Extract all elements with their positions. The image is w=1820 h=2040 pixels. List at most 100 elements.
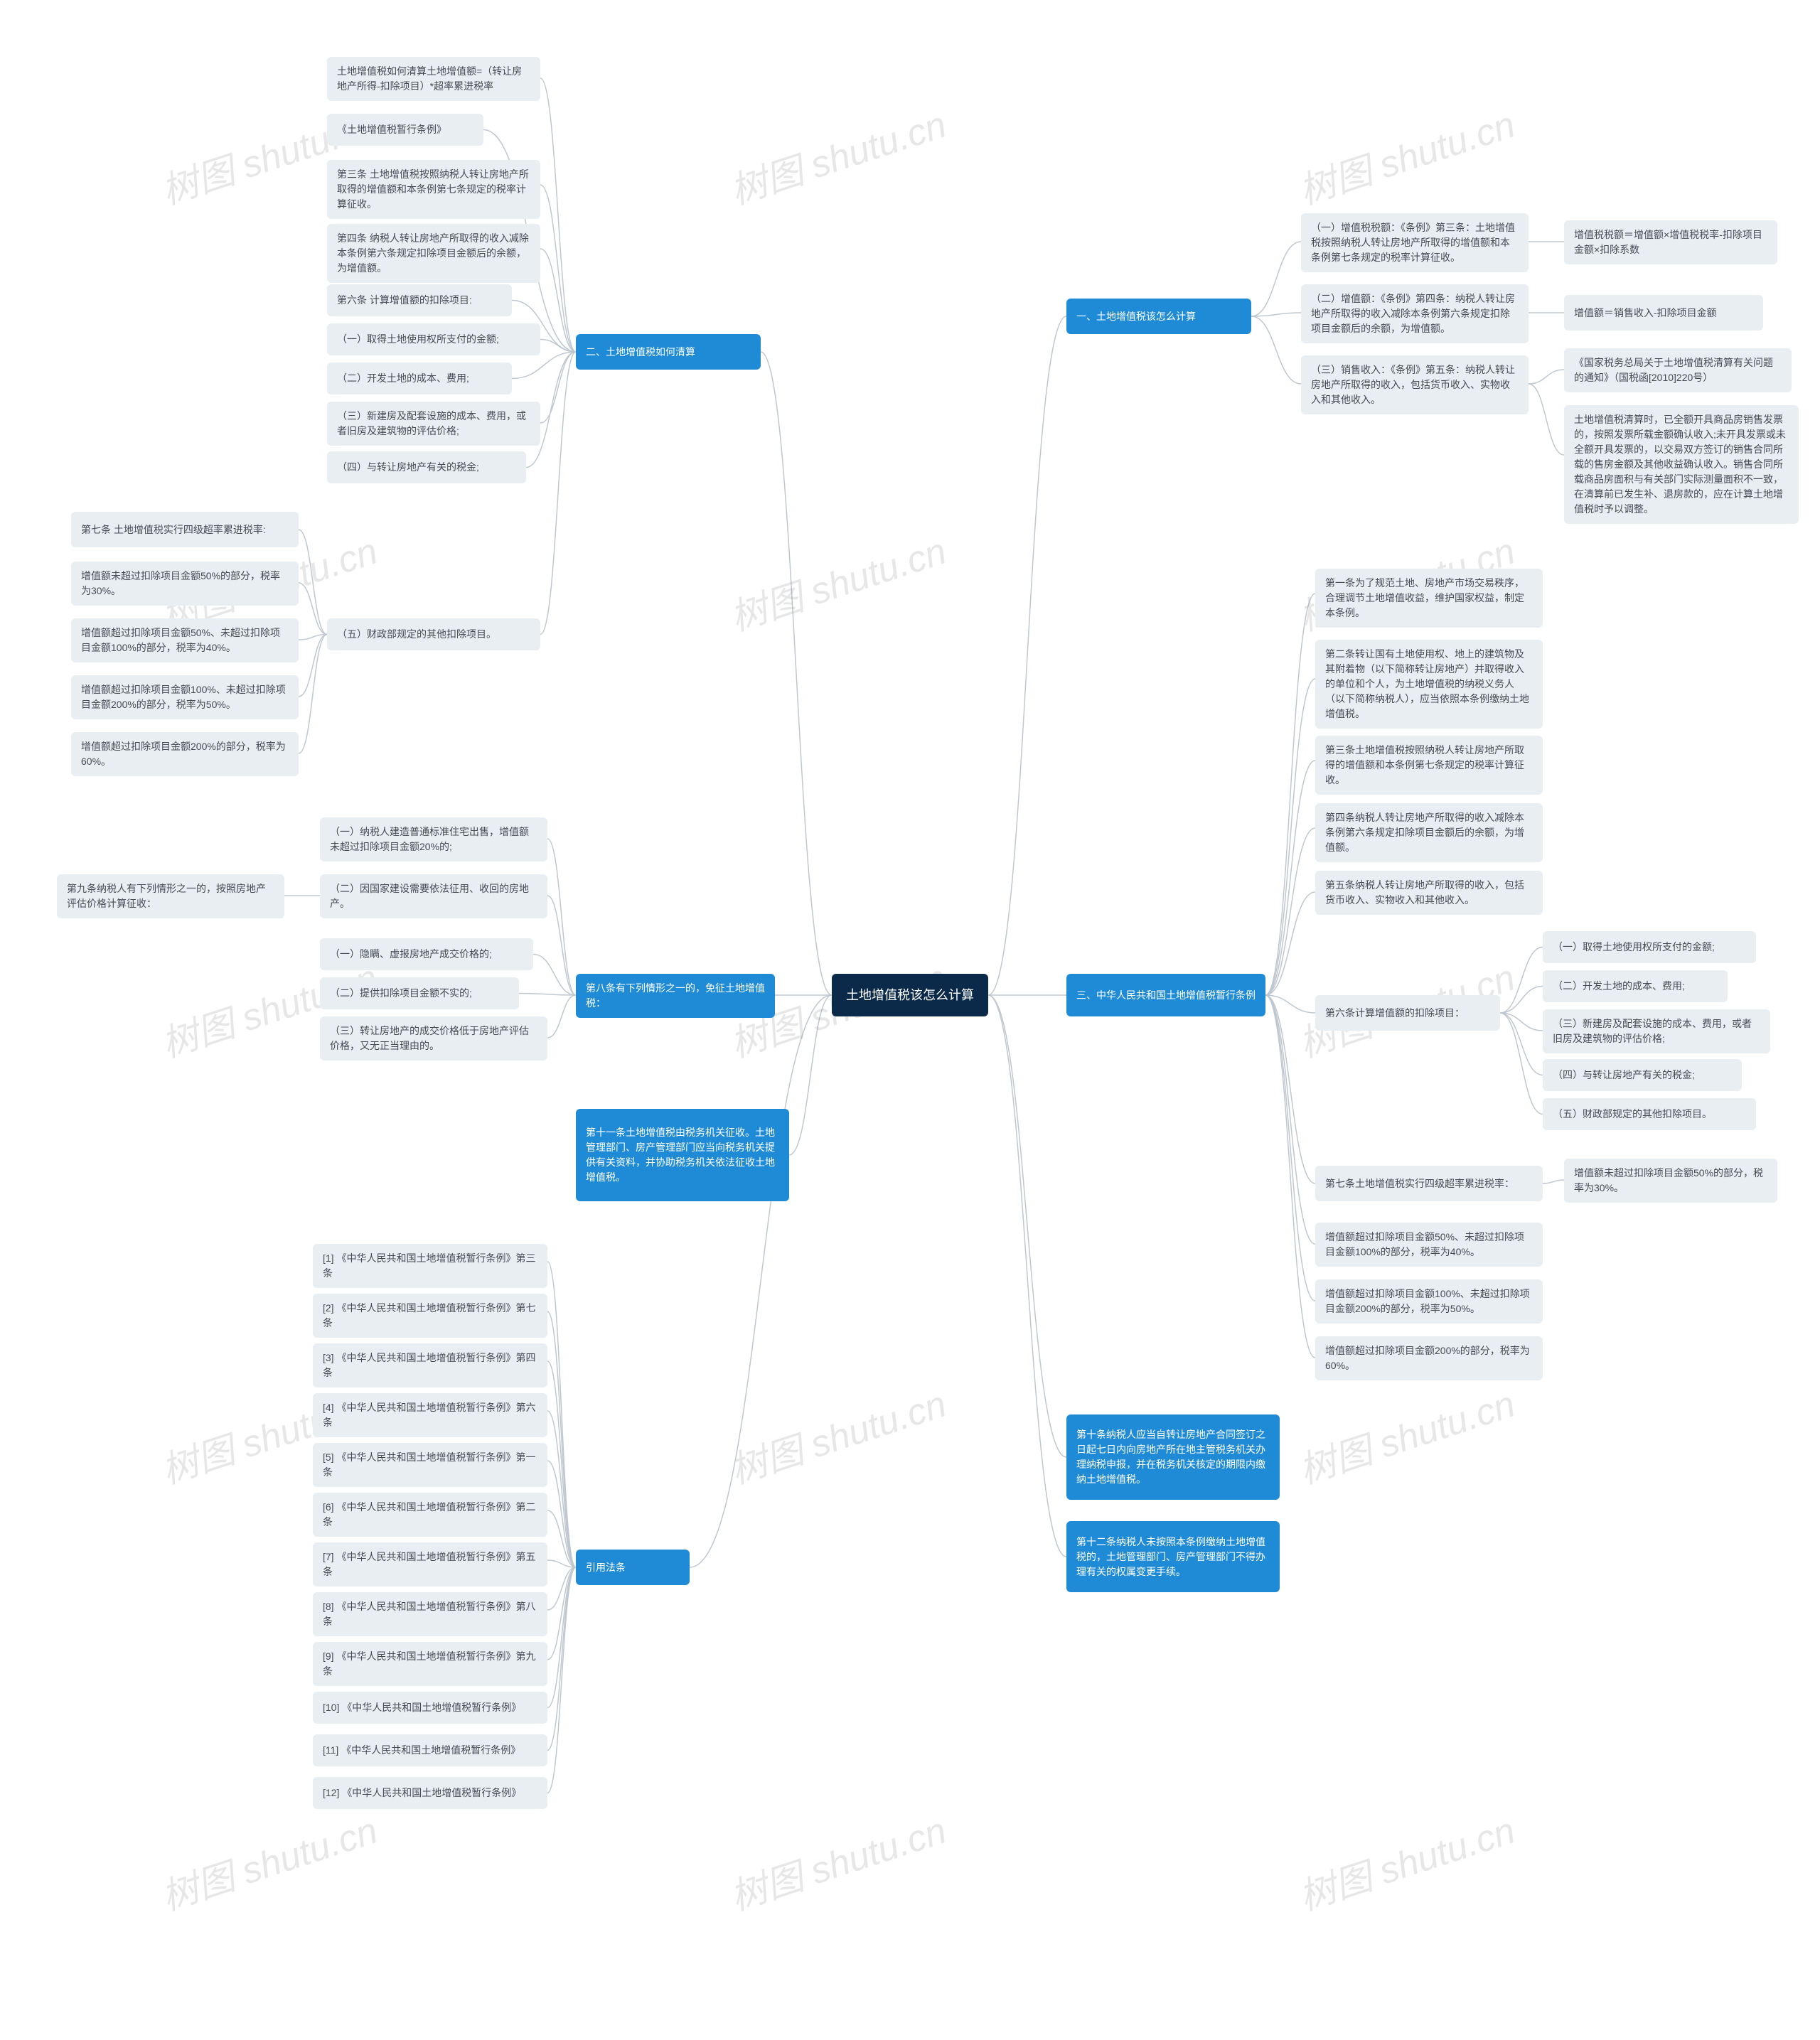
mindmap-node[interactable]: （二）提供扣除项目金额不实的; bbox=[320, 977, 519, 1009]
node-label: （三）转让房地产的成交价格低于房地产评估价格，又无正当理由的。 bbox=[330, 1024, 537, 1053]
mindmap-node[interactable]: [1] 《中华人民共和国土地增值税暂行条例》第三条 bbox=[313, 1244, 547, 1288]
mindmap-node[interactable]: （三）新建房及配套设施的成本、费用，或者旧房及建筑物的评估价格; bbox=[1543, 1009, 1770, 1053]
mindmap-node[interactable]: [11] 《中华人民共和国土地增值税暂行条例》 bbox=[313, 1734, 547, 1766]
node-label: 第十条纳税人应当自转让房地产合同签订之日起七日内向房地产所在地主管税务机关办理纳… bbox=[1076, 1427, 1270, 1487]
mindmap-node[interactable]: 增值额超过扣除项目金额100%、未超过扣除项目金额200%的部分，税率为50%。 bbox=[1315, 1279, 1543, 1324]
mindmap-node[interactable]: 第二条转让国有土地使用权、地上的建筑物及其附着物（以下简称转让房地产）并取得收入… bbox=[1315, 640, 1543, 729]
mindmap-node[interactable]: （二）开发土地的成本、费用; bbox=[327, 363, 512, 394]
mindmap-edge bbox=[540, 340, 576, 353]
node-label: 第七条土地增值税实行四级超率累进税率： bbox=[1325, 1176, 1514, 1191]
mindmap-node[interactable]: （一）取得土地使用权所支付的金额; bbox=[1543, 931, 1756, 963]
mindmap-node[interactable]: 增值额超过扣除项目金额200%的部分，税率为60%。 bbox=[71, 732, 299, 776]
mindmap-node[interactable]: 土地增值税如何清算土地增值额=（转让房地产所得-扣除项目）*超率累进税率 bbox=[327, 57, 540, 101]
mindmap-root-node[interactable]: 土地增值税该怎么计算 bbox=[832, 974, 988, 1016]
mindmap-node[interactable]: 增值额超过扣除项目金额100%、未超过扣除项目金额200%的部分，税率为50%。 bbox=[71, 675, 299, 719]
mindmap-node[interactable]: （二）增值额：《条例》第四条：纳税人转让房地产所取得的收入减除本条例第六条规定扣… bbox=[1301, 284, 1529, 343]
mindmap-node[interactable]: 第三条 土地增值税按照纳税人转让房地产所取得的增值额和本条例第七条规定的税率计算… bbox=[327, 160, 540, 219]
mindmap-node[interactable]: 第三条土地增值税按照纳税人转让房地产所取得的增值额和本条例第七条规定的税率计算征… bbox=[1315, 736, 1543, 795]
mindmap-edge bbox=[547, 896, 576, 995]
node-label: 增值额超过扣除项目金额200%的部分，税率为60%。 bbox=[81, 739, 289, 769]
mindmap-node[interactable]: （三）新建房及配套设施的成本、费用，或者旧房及建筑物的评估价格; bbox=[327, 402, 540, 446]
mindmap-node[interactable]: 第六条计算增值额的扣除项目： bbox=[1315, 995, 1500, 1031]
mindmap-node[interactable]: [10] 《中华人民共和国土地增值税暂行条例》 bbox=[313, 1692, 547, 1724]
mindmap-node[interactable]: 《土地增值税暂行条例》 bbox=[327, 114, 483, 146]
watermark: 树图 shutu.cn bbox=[722, 1374, 952, 1494]
mindmap-node[interactable]: 第一条为了规范土地、房地产市场交易秩序，合理调节土地增值收益，维护国家权益，制定… bbox=[1315, 569, 1543, 628]
mindmap-node[interactable]: [9] 《中华人民共和国土地增值税暂行条例》第九条 bbox=[313, 1642, 547, 1686]
mindmap-node[interactable]: （一）取得土地使用权所支付的金额; bbox=[327, 323, 540, 355]
mindmap-node[interactable]: [2] 《中华人民共和国土地增值税暂行条例》第七条 bbox=[313, 1294, 547, 1338]
mindmap-node[interactable]: 第六条 计算增值额的扣除项目: bbox=[327, 284, 512, 316]
mindmap-edge bbox=[540, 249, 576, 352]
watermark: 树图 shutu.cn bbox=[722, 95, 952, 215]
mindmap-edge bbox=[547, 1567, 576, 1708]
node-label: 第一条为了规范土地、房地产市场交易秩序，合理调节土地增值收益，维护国家权益，制定… bbox=[1325, 576, 1533, 621]
mindmap-node[interactable]: 第七条土地增值税实行四级超率累进税率： bbox=[1315, 1166, 1543, 1201]
mindmap-node[interactable]: 增值税税额＝增值额×增值税税率-扣除项目金额×扣除系数 bbox=[1564, 220, 1777, 264]
node-label: [11] 《中华人民共和国土地增值税暂行条例》 bbox=[323, 1743, 520, 1758]
mindmap-node[interactable]: [6] 《中华人民共和国土地增值税暂行条例》第二条 bbox=[313, 1493, 547, 1537]
mindmap-node[interactable]: 增值额超过扣除项目金额50%、未超过扣除项目金额100%的部分，税率为40%。 bbox=[71, 618, 299, 662]
mindmap-node[interactable]: 《国家税务总局关于土地增值税清算有关问题的通知》（国税函[2010]220号） bbox=[1564, 348, 1792, 392]
mindmap-node[interactable]: 第八条有下列情形之一的，免征土地增值税： bbox=[576, 974, 775, 1018]
mindmap-node[interactable]: 增值额未超过扣除项目金额50%的部分，税率为30%。 bbox=[1564, 1159, 1777, 1203]
node-label: 增值税税额＝增值额×增值税税率-扣除项目金额×扣除系数 bbox=[1574, 227, 1767, 257]
mindmap-node[interactable]: （四）与转让房地产有关的税金; bbox=[1543, 1059, 1742, 1091]
mindmap-edge bbox=[1265, 679, 1315, 995]
mindmap-node[interactable]: [3] 《中华人民共和国土地增值税暂行条例》第四条 bbox=[313, 1343, 547, 1387]
mindmap-edge bbox=[1543, 1180, 1564, 1183]
mindmap-node[interactable]: 二、土地增值税如何清算 bbox=[576, 334, 761, 370]
mindmap-node[interactable]: （三）销售收入：《条例》第五条：纳税人转让房地产所取得的收入，包括货币收入、实物… bbox=[1301, 355, 1529, 414]
node-label: （五）财政部规定的其他扣除项目。 bbox=[337, 627, 496, 642]
node-label: 第十一条土地增值税由税务机关征收。土地管理部门、房产管理部门应当向税务机关提供有… bbox=[586, 1125, 779, 1185]
mindmap-node[interactable]: [4] 《中华人民共和国土地增值税暂行条例》第六条 bbox=[313, 1393, 547, 1437]
node-label: 第六条计算增值额的扣除项目： bbox=[1325, 1006, 1465, 1021]
node-label: 土地增值税如何清算土地增值额=（转让房地产所得-扣除项目）*超率累进税率 bbox=[337, 64, 530, 94]
node-label: （一）增值税税额：《条例》第三条：土地增值税按照纳税人转让房地产所取得的增值额和… bbox=[1311, 220, 1519, 265]
mindmap-node[interactable]: 第十条纳税人应当自转让房地产合同签订之日起七日内向房地产所在地主管税务机关办理纳… bbox=[1066, 1414, 1280, 1500]
mindmap-node[interactable]: [5] 《中华人民共和国土地增值税暂行条例》第一条 bbox=[313, 1443, 547, 1487]
mindmap-node[interactable]: 第七条 土地增值税实行四级超率累进税率: bbox=[71, 512, 299, 547]
mindmap-node[interactable]: 第十一条土地增值税由税务机关征收。土地管理部门、房产管理部门应当向税务机关提供有… bbox=[576, 1109, 789, 1201]
mindmap-node[interactable]: 第九条纳税人有下列情形之一的，按照房地产评估价格计算征收： bbox=[57, 874, 284, 918]
node-label: [12] 《中华人民共和国土地增值税暂行条例》 bbox=[323, 1786, 521, 1800]
mindmap-edge bbox=[789, 995, 832, 1155]
mindmap-node[interactable]: （三）转让房地产的成交价格低于房地产评估价格，又无正当理由的。 bbox=[320, 1016, 547, 1061]
mindmap-edge bbox=[1265, 995, 1315, 1013]
mindmap-node[interactable]: [12] 《中华人民共和国土地增值税暂行条例》 bbox=[313, 1777, 547, 1809]
mindmap-edge bbox=[1529, 370, 1564, 384]
mindmap-node[interactable]: 第五条纳税人转让房地产所取得的收入，包括货币收入、实物收入和其他收入。 bbox=[1315, 871, 1543, 915]
mindmap-node[interactable]: 第十二条纳税人未按照本条例缴纳土地增值税的，土地管理部门、房产管理部门不得办理有… bbox=[1066, 1521, 1280, 1592]
mindmap-node[interactable]: 增值额超过扣除项目金额200%的部分，税率为60%。 bbox=[1315, 1336, 1543, 1380]
mindmap-node[interactable]: 第四条纳税人转让房地产所取得的收入减除本条例第六条规定扣除项目金额后的余额，为增… bbox=[1315, 803, 1543, 862]
mindmap-node[interactable]: 土地增值税清算时，已全额开具商品房销售发票的，按照发票所载金额确认收入;未开具发… bbox=[1564, 405, 1799, 524]
mindmap-edge bbox=[1265, 594, 1315, 995]
mindmap-node[interactable]: 一、土地增值税该怎么计算 bbox=[1066, 299, 1251, 334]
node-label: 增值额未超过扣除项目金额50%的部分，税率为30%。 bbox=[81, 569, 289, 598]
node-label: （五）财政部规定的其他扣除项目。 bbox=[1553, 1107, 1712, 1122]
mindmap-node[interactable]: （一）纳税人建造普通标准住宅出售，增值额未超过扣除项目金额20%的; bbox=[320, 817, 547, 861]
mindmap-node[interactable]: [7] 《中华人民共和国土地增值税暂行条例》第五条 bbox=[313, 1542, 547, 1587]
mindmap-node[interactable]: 增值额超过扣除项目金额50%、未超过扣除项目金额100%的部分，税率为40%。 bbox=[1315, 1223, 1543, 1267]
mindmap-node[interactable]: 增值额＝销售收入-扣除项目金额 bbox=[1564, 295, 1763, 331]
mindmap-node[interactable]: （一）隐瞒、虚报房地产成交价格的; bbox=[320, 938, 533, 970]
node-label: [7] 《中华人民共和国土地增值税暂行条例》第五条 bbox=[323, 1550, 537, 1579]
mindmap-node[interactable]: 增值额未超过扣除项目金额50%的部分，税率为30%。 bbox=[71, 562, 299, 606]
node-label: [8] 《中华人民共和国土地增值税暂行条例》第八条 bbox=[323, 1599, 537, 1629]
node-label: （四）与转让房地产有关的税金; bbox=[337, 460, 479, 475]
mindmap-node[interactable]: （四）与转让房地产有关的税金; bbox=[327, 451, 526, 483]
node-label: 第十二条纳税人未按照本条例缴纳土地增值税的，土地管理部门、房产管理部门不得办理有… bbox=[1076, 1535, 1270, 1579]
node-label: 增值额未超过扣除项目金额50%的部分，税率为30%。 bbox=[1574, 1166, 1767, 1196]
mindmap-node[interactable]: 三、中华人民共和国土地增值税暂行条例 bbox=[1066, 974, 1265, 1016]
mindmap-node[interactable]: （五）财政部规定的其他扣除项目。 bbox=[1543, 1098, 1756, 1130]
mindmap-node[interactable]: （二）开发土地的成本、费用; bbox=[1543, 970, 1728, 1002]
watermark: 树图 shutu.cn bbox=[1291, 95, 1521, 215]
mindmap-node[interactable]: （二）因国家建设需要依法征用、收回的房地产。 bbox=[320, 874, 547, 918]
mindmap-node[interactable]: （一）增值税税额：《条例》第三条：土地增值税按照纳税人转让房地产所取得的增值额和… bbox=[1301, 213, 1529, 272]
mindmap-node[interactable]: 引用法条 bbox=[576, 1550, 690, 1585]
mindmap-node[interactable]: 第四条 纳税人转让房地产所取得的收入减除本条例第六条规定扣除项目金额后的余额，为… bbox=[327, 224, 540, 283]
mindmap-node[interactable]: [8] 《中华人民共和国土地增值税暂行条例》第八条 bbox=[313, 1592, 547, 1636]
mindmap-edge bbox=[547, 1411, 576, 1567]
mindmap-node[interactable]: （五）财政部规定的其他扣除项目。 bbox=[327, 618, 540, 650]
node-label: [5] 《中华人民共和国土地增值税暂行条例》第一条 bbox=[323, 1450, 537, 1480]
